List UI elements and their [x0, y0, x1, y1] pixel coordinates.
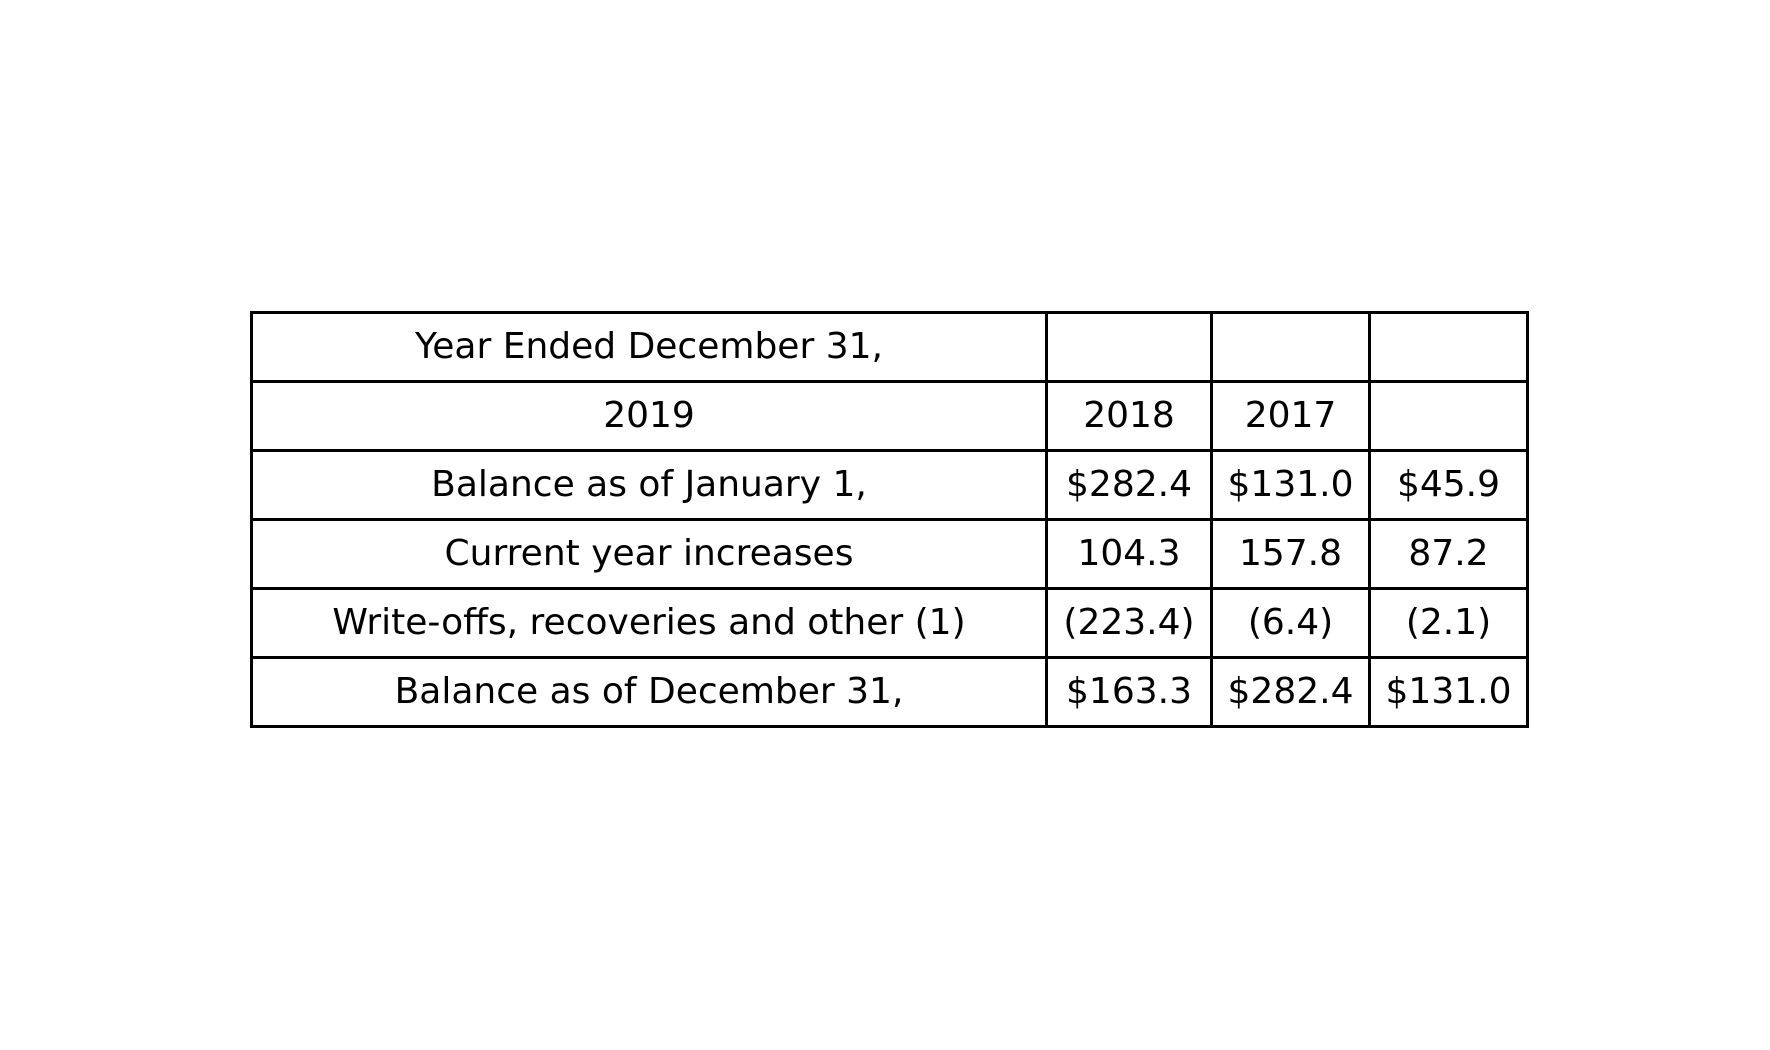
table-row: Current year increases 104.3 157.8 87.2: [250, 518, 1529, 590]
cell-empty: [1210, 311, 1371, 383]
table-cell: $131.0: [1210, 449, 1371, 521]
table-cell: 157.8: [1210, 518, 1371, 590]
table-cell: 87.2: [1368, 518, 1529, 590]
cell-empty: [1368, 311, 1529, 383]
row-label: Write-offs, recoveries and other (1): [250, 587, 1048, 659]
table-cell: $163.3: [1045, 656, 1213, 728]
table-cell: $282.4: [1045, 449, 1213, 521]
row-label: Current year increases: [250, 518, 1048, 590]
table-cell: 104.3: [1045, 518, 1213, 590]
table-row: Balance as of January 1, $282.4 $131.0 $…: [250, 449, 1529, 521]
table-row: Balance as of December 31, $163.3 $282.4…: [250, 656, 1529, 728]
table-cell: $45.9: [1368, 449, 1529, 521]
cell-empty: [1368, 380, 1529, 452]
table-cell: $131.0: [1368, 656, 1529, 728]
table-cell: (2.1): [1368, 587, 1529, 659]
table-cell: (6.4): [1210, 587, 1371, 659]
table-row: Write-offs, recoveries and other (1) (22…: [250, 587, 1529, 659]
table-container: Year Ended December 31, 2019 2018 2017 B…: [250, 311, 1529, 728]
row-label: Balance as of January 1,: [250, 449, 1048, 521]
table-cell: $282.4: [1210, 656, 1371, 728]
table-row-header-2: 2019 2018 2017: [250, 380, 1529, 452]
table-cell: (223.4): [1045, 587, 1213, 659]
row-label: Balance as of December 31,: [250, 656, 1048, 728]
cell-header-label: Year Ended December 31,: [250, 311, 1048, 383]
cell-year-2019: 2019: [250, 380, 1048, 452]
cell-year-2017: 2017: [1210, 380, 1371, 452]
table-row-header-1: Year Ended December 31,: [250, 311, 1529, 383]
allowance-table: Year Ended December 31, 2019 2018 2017 B…: [250, 311, 1529, 728]
cell-empty: [1045, 311, 1213, 383]
cell-year-2018: 2018: [1045, 380, 1213, 452]
